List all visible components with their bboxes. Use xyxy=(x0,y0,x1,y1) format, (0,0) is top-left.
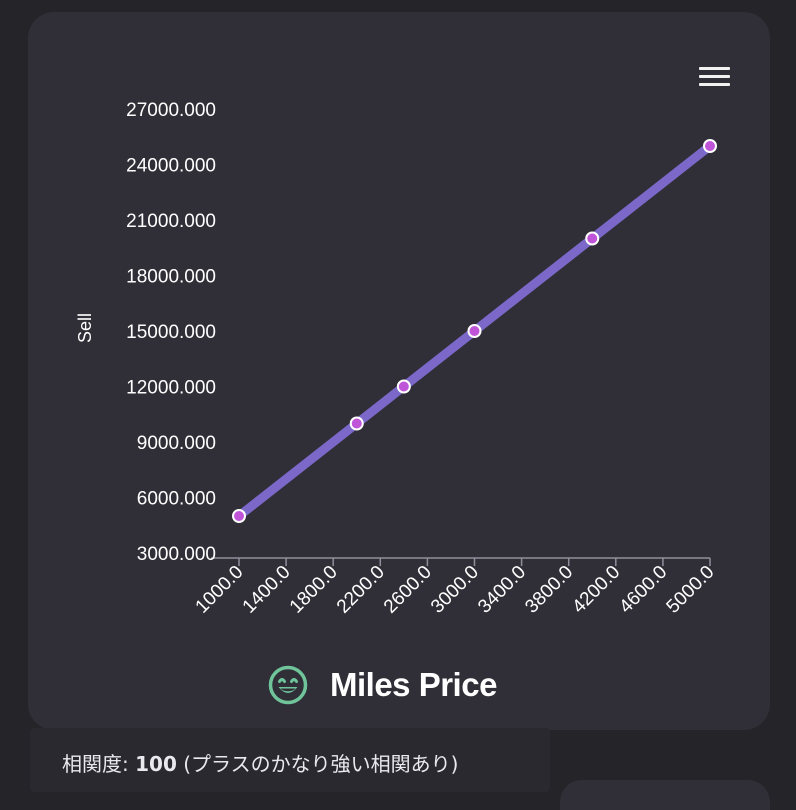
correlation-tooltip: 相関度: 100 (プラスのかなり強い相関あり) xyxy=(30,728,550,792)
x-tick-label: 2600.0 xyxy=(380,562,436,618)
x-tick-label: 3400.0 xyxy=(474,562,530,618)
x-tick-label: 1400.0 xyxy=(239,562,295,618)
correlation-value: 100 xyxy=(135,752,177,776)
x-tick-label: 3000.0 xyxy=(427,562,483,618)
x-tick-label: 1000.0 xyxy=(192,562,248,618)
x-tick-label: 4200.0 xyxy=(568,562,624,618)
hamburger-menu-icon[interactable] xyxy=(699,67,730,87)
x-tick-label: 2200.0 xyxy=(333,562,389,618)
y-tick-label: 24000.000 xyxy=(126,156,216,177)
correlation-description: (プラスのかなり強い相関あり) xyxy=(183,752,459,776)
y-tick-label: 9000.000 xyxy=(137,433,216,454)
x-tick-label: 4600.0 xyxy=(615,562,671,618)
data-point xyxy=(467,324,482,338)
data-point xyxy=(396,379,411,394)
line-chart: 3000.000 6000.000 9000.000 12000.000 15000.0… xyxy=(75,100,719,618)
correlation-label: 相関度: xyxy=(62,752,129,776)
chart-title: Miles Price xyxy=(330,666,497,703)
correlation-text: 相関度: 100 (プラスのかなり強い相関あり) xyxy=(62,748,458,777)
data-point xyxy=(349,416,364,431)
y-tick-label: 15000.000 xyxy=(126,322,216,343)
data-point xyxy=(232,509,246,523)
y-tick-label: 21000.000 xyxy=(126,211,216,232)
next-card xyxy=(560,780,770,810)
x-tick-label: 3800.0 xyxy=(521,562,577,618)
y-tick-label: 3000.000 xyxy=(137,544,216,565)
x-tick-label: 1800.0 xyxy=(286,562,342,618)
grinning-face-icon xyxy=(268,665,308,705)
y-tick-label: 27000.000 xyxy=(126,100,216,121)
y-axis-title: Sell xyxy=(75,313,95,343)
x-tick-label: 5000.0 xyxy=(663,562,719,618)
y-tick-label: 18000.000 xyxy=(126,267,216,288)
data-point xyxy=(585,231,600,246)
data-point xyxy=(703,139,717,153)
chart-title-row: Miles Price xyxy=(268,663,497,707)
y-tick-label: 6000.000 xyxy=(137,489,216,510)
y-tick-label: 12000.000 xyxy=(126,378,216,399)
series-line xyxy=(234,141,715,521)
chart-card: 3000.000 6000.000 9000.000 12000.000 15000.0… xyxy=(28,12,770,730)
